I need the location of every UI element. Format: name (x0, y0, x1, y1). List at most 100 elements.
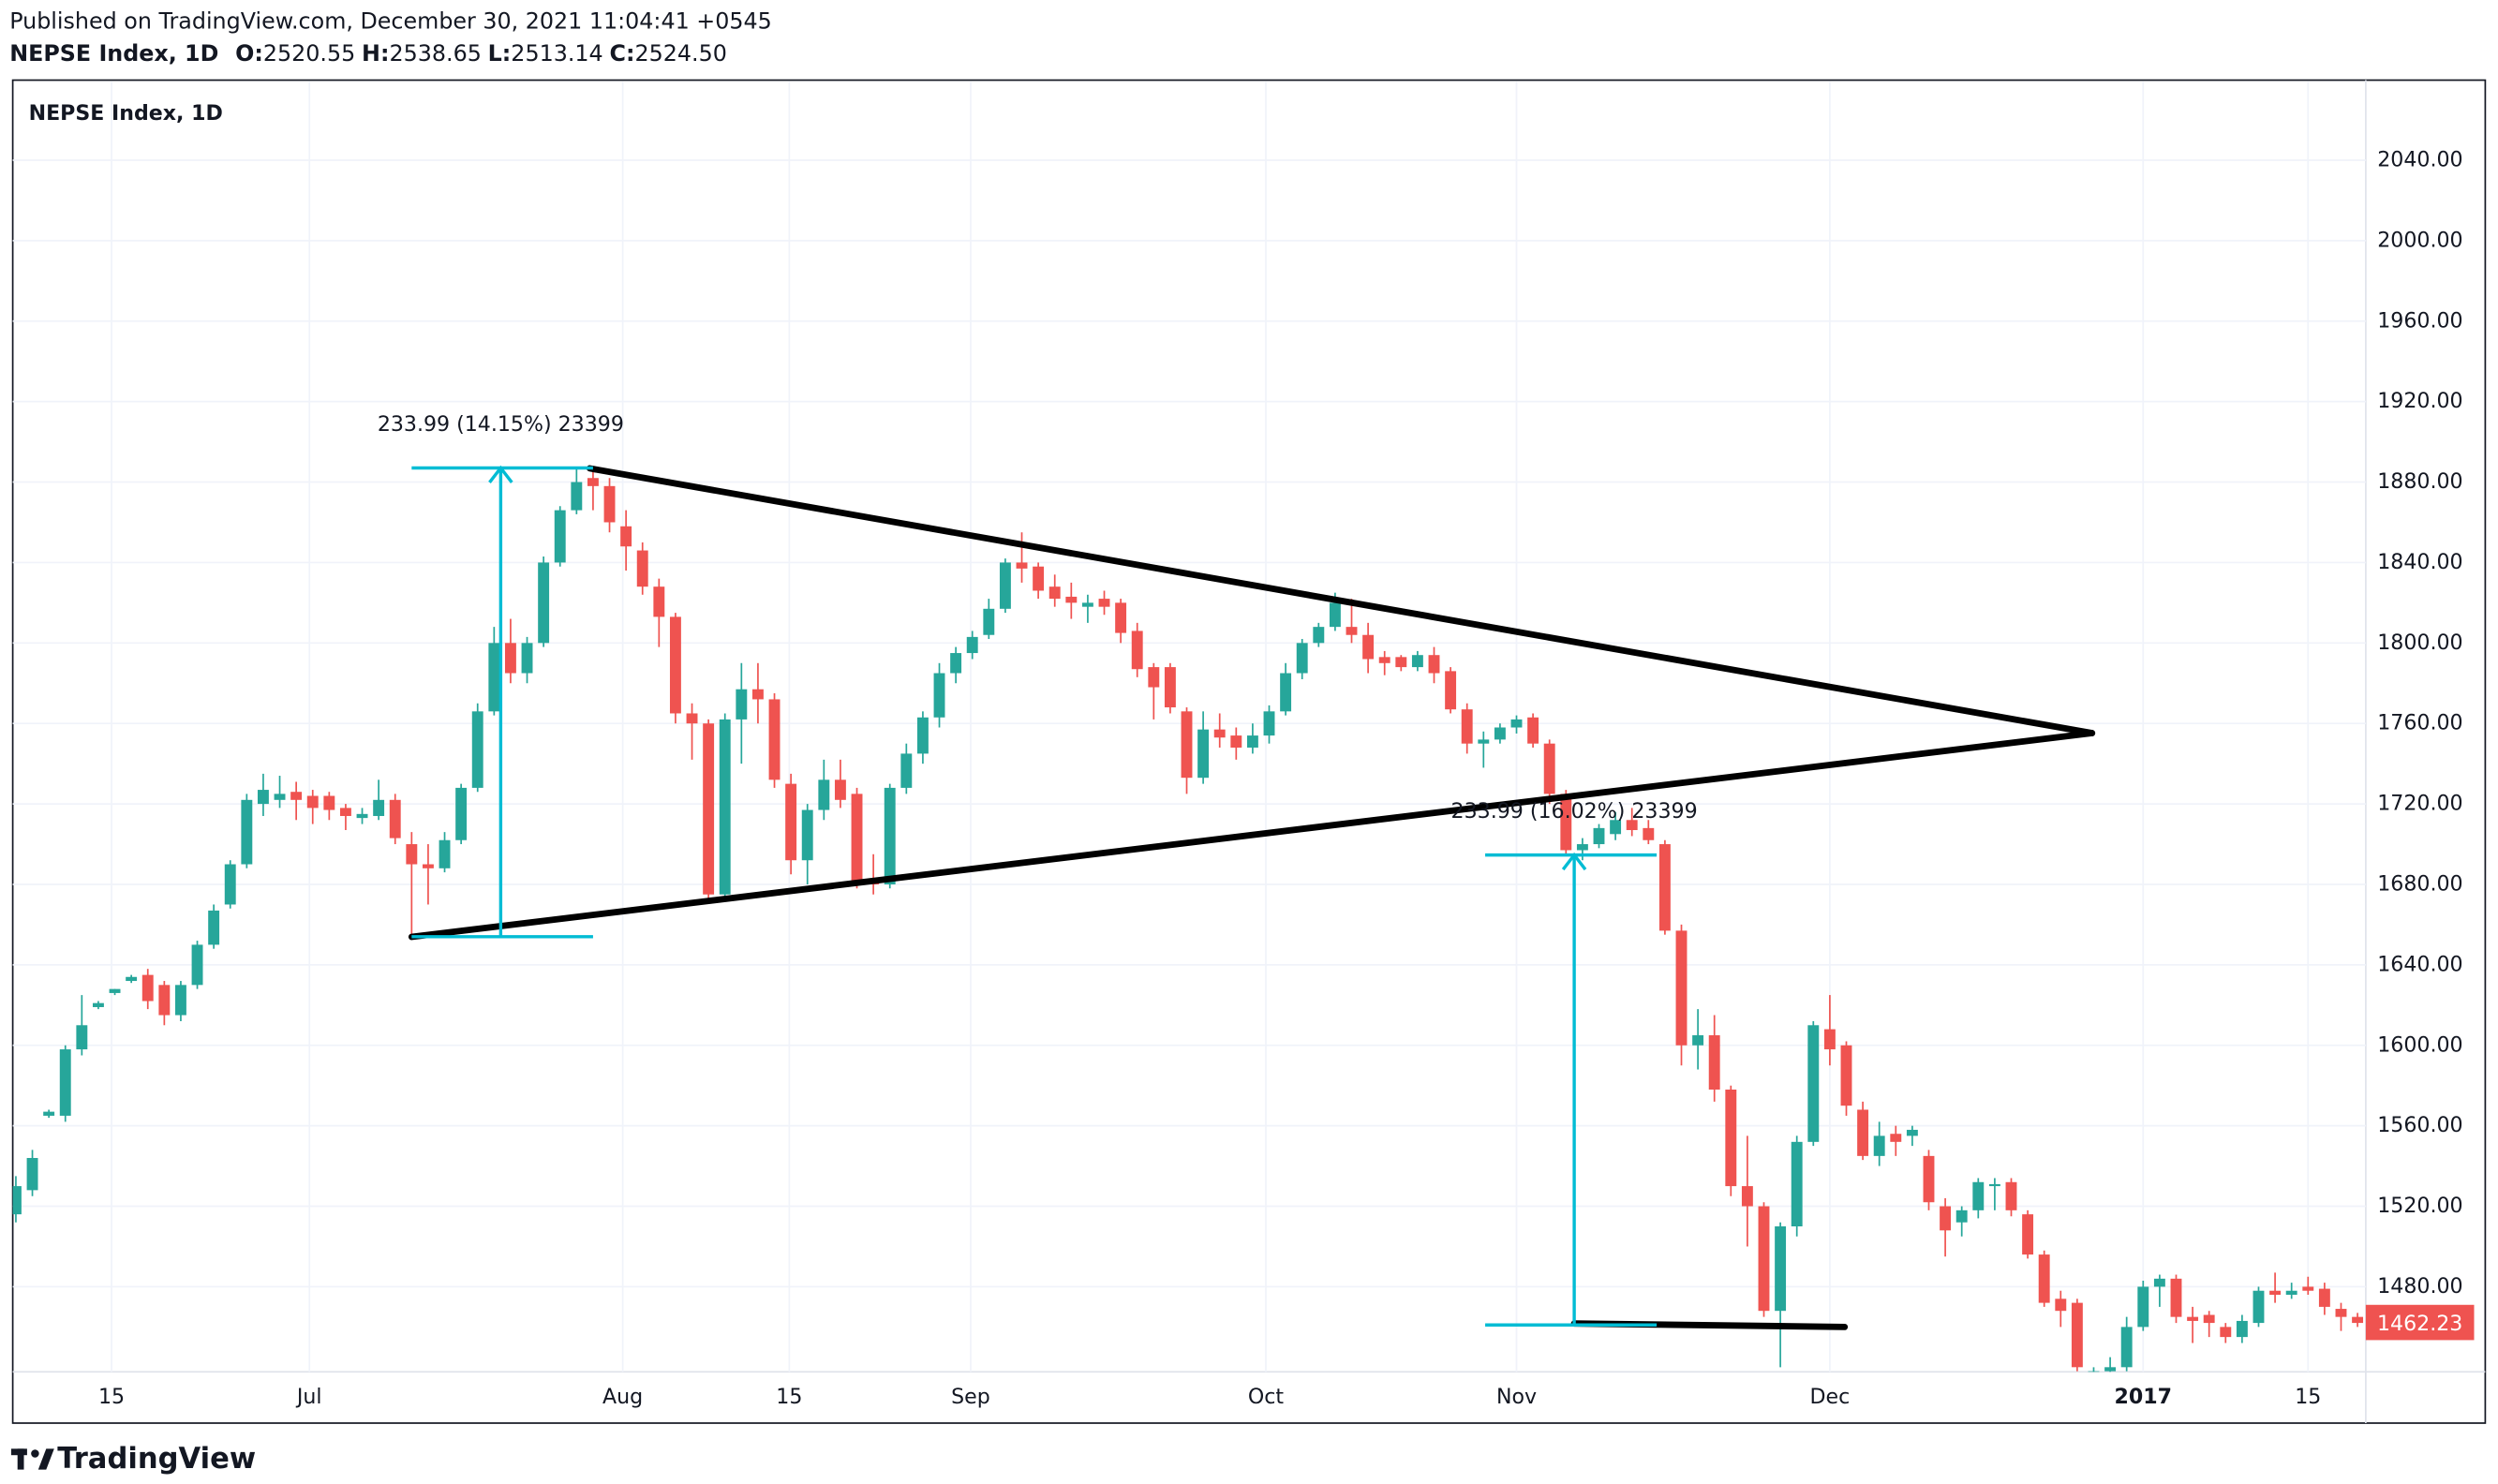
candle-body (1213, 729, 1226, 738)
candle-body (1675, 930, 1688, 1046)
candle-body (2088, 1371, 2100, 1373)
candle-body (2302, 1286, 2314, 1291)
x-tick-label: 15 (776, 1385, 802, 1409)
candle-body (983, 608, 995, 635)
x-tick-label: 15 (2295, 1385, 2321, 1409)
candle-body (1016, 562, 1028, 569)
candle-body (1098, 599, 1110, 607)
y-tick-label: 1960.00 (2377, 308, 2462, 333)
x-tick-label: 2017 (2115, 1385, 2172, 1409)
candle-body (1840, 1045, 1852, 1106)
candle-body (571, 482, 583, 511)
candle-body (1708, 1035, 1720, 1091)
measure-label: 233.99 (14.15%) 23399 (378, 412, 624, 437)
candle-body (1411, 655, 1423, 668)
x-tick-label: 15 (98, 1385, 125, 1409)
candle-body (834, 779, 846, 800)
candle-body (1890, 1134, 1902, 1142)
candle-body (389, 799, 401, 838)
candle-body (1346, 627, 1358, 635)
candle-body (471, 711, 483, 788)
candle-body (274, 794, 286, 800)
candle-body (1527, 717, 1539, 744)
y-tick-label: 1840.00 (2377, 550, 2462, 574)
candle-body (1296, 643, 1308, 674)
candle-body (669, 616, 681, 714)
candle-body (1658, 844, 1671, 931)
candle-body (1725, 1090, 1737, 1187)
candle-body (1280, 673, 1292, 712)
published-line: Published on TradingView.com, December 3… (9, 7, 772, 34)
y-tick-label: 1680.00 (2377, 871, 2462, 896)
ohlc-value: 2524.50 (634, 40, 726, 67)
candles (12, 467, 2364, 1373)
candle-body (1692, 1035, 1704, 1046)
candle-body (1081, 602, 1093, 607)
ohlc-value: 2538.65 (389, 40, 481, 67)
candle-body (2005, 1181, 2017, 1210)
candle-body (719, 719, 731, 895)
logo-shape (31, 1449, 39, 1458)
candle-body (1329, 602, 1341, 628)
brand-logo (10, 1448, 54, 1470)
candle-body (751, 689, 764, 700)
candle-body (2071, 1302, 2083, 1368)
candle-body (1313, 627, 1325, 644)
candle-body (1593, 827, 1605, 845)
candle-body (1048, 586, 1061, 600)
candle-body (2153, 1278, 2165, 1287)
candle-body (2220, 1327, 2232, 1338)
candle-body (1461, 709, 1473, 744)
candle-body (455, 787, 468, 840)
candle-body (1148, 667, 1160, 688)
candle-body (1940, 1206, 1952, 1231)
candle-body (1873, 1135, 1885, 1156)
candle-body (224, 864, 236, 905)
candle-body (768, 699, 781, 780)
ohlc-key: C: (609, 40, 634, 67)
candle-body (1263, 711, 1275, 736)
candle-body (2335, 1309, 2347, 1317)
axes: 1480.00 1520.00 1560.00 1600.00 1640.00 1680.… (98, 147, 2475, 1409)
candle-body (1758, 1206, 1770, 1312)
candle-body (538, 562, 550, 644)
candle-body (2104, 1367, 2117, 1372)
candle-body (1395, 657, 1407, 668)
candle-body (1576, 844, 1588, 851)
y-tick-label: 1520.00 (2377, 1194, 2462, 1218)
candle-body (1626, 820, 1638, 831)
candle-body (818, 779, 830, 810)
candle-body (504, 643, 516, 674)
logo-shape (17, 1448, 24, 1470)
y-tick-label: 1560.00 (2377, 1113, 2462, 1137)
y-tick-label: 1800.00 (2377, 631, 2462, 655)
candle-body (785, 783, 797, 861)
logo-shape (37, 1448, 54, 1470)
candle-body (257, 790, 269, 805)
candle-body (1428, 655, 1440, 674)
candle-body (1906, 1129, 1918, 1136)
candle-body (851, 794, 863, 884)
ohlc-key: O: (235, 40, 263, 67)
candle-body (1362, 634, 1375, 660)
candle-body (92, 1002, 104, 1007)
last-price-tag (2365, 1304, 2475, 1341)
ohlc-key: L: (488, 40, 512, 67)
candle-body (2352, 1316, 2364, 1324)
candle-body (2038, 1254, 2050, 1303)
candle-body (1560, 794, 1572, 851)
candle-body (587, 478, 599, 486)
candle-body (339, 808, 351, 816)
candle-body (1181, 711, 1193, 779)
candle-body (488, 643, 500, 712)
candle-body (1445, 671, 1457, 710)
candle-body (439, 839, 451, 868)
x-tick-label: Aug (602, 1385, 643, 1409)
candle-body (1807, 1025, 1820, 1142)
candle-body (373, 799, 385, 816)
candle-body (174, 985, 186, 1016)
x-tick-label: Jul (295, 1385, 322, 1409)
candle-body (1823, 1029, 1836, 1050)
